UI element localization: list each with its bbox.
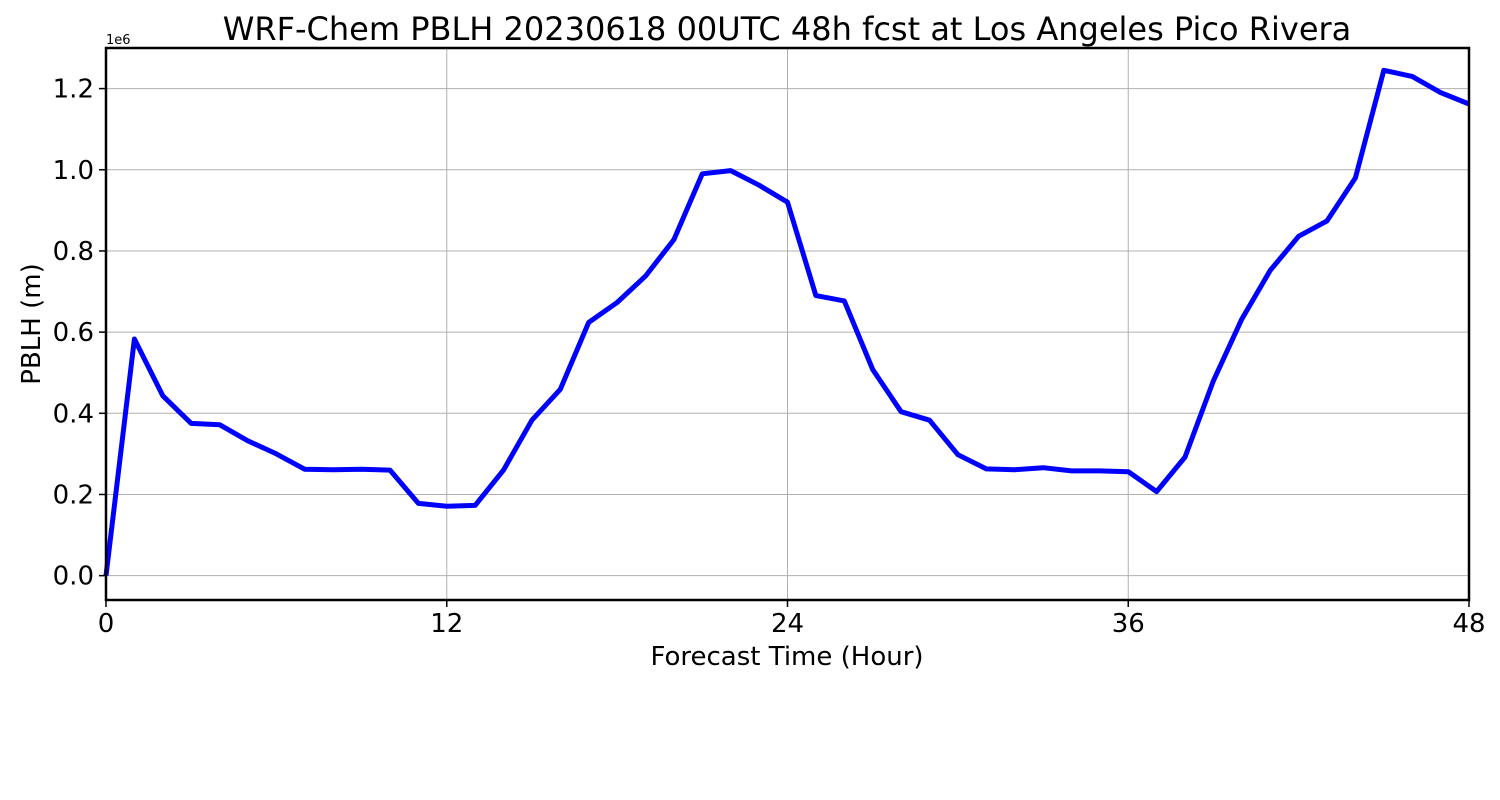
x-axis-label: Forecast Time (Hour) [650,642,923,672]
y-axis-ticks: 0.0 0.2 0.4 0.6 0.8 1.0 1.2 [53,75,106,592]
x-axis-ticks: 0 12 24 36 48 [98,600,1486,639]
y-axis-label: PBLH (m) [17,263,47,384]
y-tick-label: 1.0 [53,156,94,186]
x-tick-label: 48 [1452,609,1485,639]
y-tick-label: 0.8 [53,237,94,267]
x-tick-label: 12 [430,609,463,639]
y-tick-label: 1.2 [53,75,94,105]
x-tick-label: 24 [771,609,804,639]
x-tick-label: 0 [98,609,115,639]
pblh-series-line [103,67,1470,576]
x-tick-label: 36 [1112,609,1145,639]
y-tick-label: 0.2 [53,480,94,510]
y-tick-label: 0.0 [53,562,94,592]
data-series [103,67,1470,576]
y-tick-label: 0.4 [53,399,94,429]
chart-title: WRF-Chem PBLH 20230618 00UTC 48h fcst at… [223,10,1352,48]
y-tick-label: 0.6 [53,318,94,348]
y-offset-label: 1e6 [106,33,131,48]
